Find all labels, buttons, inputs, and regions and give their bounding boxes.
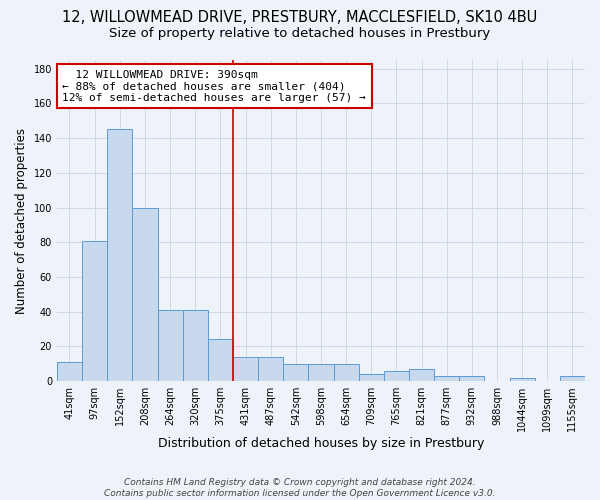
Bar [409,369,434,381]
Bar [384,370,409,381]
Bar [308,364,334,381]
Bar [208,340,233,381]
Text: 12, WILLOWMEAD DRIVE, PRESTBURY, MACCLESFIELD, SK10 4BU: 12, WILLOWMEAD DRIVE, PRESTBURY, MACCLES… [62,10,538,25]
Bar [434,376,459,381]
Bar [158,310,182,381]
Bar [258,357,283,381]
Bar [107,130,133,381]
Bar [57,362,82,381]
Text: Contains HM Land Registry data © Crown copyright and database right 2024.
Contai: Contains HM Land Registry data © Crown c… [104,478,496,498]
Text: 12 WILLOWMEAD DRIVE: 390sqm  
← 88% of detached houses are smaller (404)
12% of : 12 WILLOWMEAD DRIVE: 390sqm ← 88% of det… [62,70,366,103]
Bar [82,240,107,381]
Bar [182,310,208,381]
X-axis label: Distribution of detached houses by size in Prestbury: Distribution of detached houses by size … [158,437,484,450]
Bar [560,376,585,381]
Y-axis label: Number of detached properties: Number of detached properties [15,128,28,314]
Bar [334,364,359,381]
Bar [509,378,535,381]
Bar [233,357,258,381]
Bar [459,376,484,381]
Bar [283,364,308,381]
Bar [133,208,158,381]
Bar [359,374,384,381]
Text: Size of property relative to detached houses in Prestbury: Size of property relative to detached ho… [109,28,491,40]
